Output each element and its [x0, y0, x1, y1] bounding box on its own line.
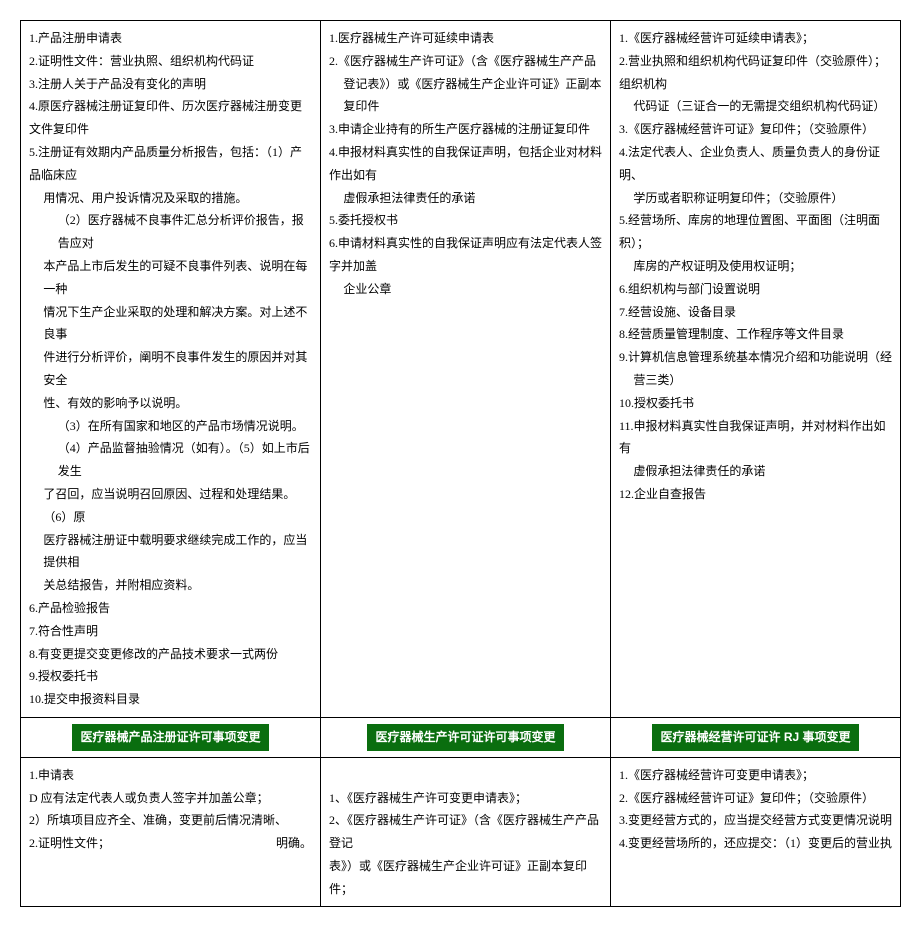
t1-l5d: 本产品上市后发生的可疑不良事件列表、说明在每一种 [29, 255, 312, 301]
t1-l5j: 了召回，应当说明召回原因、过程和处理结果。（6）原 [29, 483, 312, 529]
t3-l8: 8.经营质量管理制度、工作程序等文件目录 [619, 323, 892, 346]
t1-l3: 3.注册人关于产品没有变化的声明 [29, 73, 312, 96]
t1-l5l: 关总结报告，并附相应资料。 [29, 574, 312, 597]
cell-bot-3: 1.《医疗器械经营许可变更申请表》； 2.《医疗器械经营许可证》复印件；（交验原… [611, 757, 901, 907]
b3-l4: 4.变更经营场所的，还应提交：（1）变更后的营业执 [619, 832, 892, 855]
header-cell-1: 医疗器械产品注册证许可事项变更 [21, 717, 321, 757]
t3-l2: 2.营业执照和组织机构代码证复印件（交验原件）；组织机构 [619, 50, 892, 96]
t2-l3: 3.申请企业持有的所生产医疗器械的注册证复印件 [329, 118, 602, 141]
t1-l5h: （3）在所有国家和地区的产品市场情况说明。 [29, 415, 312, 438]
b2-l1: 1、《医疗器械生产许可变更申请表》； [329, 787, 602, 810]
t1-l5b: 用情况、用户投诉情况及采取的措施。 [29, 187, 312, 210]
b2-l3: 表》）或《医疗器械生产企业许可证》正副本复印件； [329, 855, 602, 901]
t2-l4b: 虚假承担法律责任的承诺 [329, 187, 602, 210]
cell-bot-1: 1.申请表 D 应有法定代表人或负责人签字并加盖公章； 2）所填项目应齐全、准确… [21, 757, 321, 907]
t2-l6: 6.申请材料真实性的自我保证声明应有法定代表人签字并加盖 [329, 232, 602, 278]
t1-l5i: （4）产品监督抽验情况（如有）。（5）如上市后发生 [29, 437, 312, 483]
t3-l3: 3.《医疗器械经营许可证》复印件；（交验原件） [619, 118, 892, 141]
t3-l2b: 代码证（三证合一的无需提交组织机构代码证） [619, 95, 892, 118]
content-row-bottom: 1.申请表 D 应有法定代表人或负责人签字并加盖公章； 2）所填项目应齐全、准确… [21, 757, 901, 907]
b1-l4: 2.证明性文件； 明确。 [29, 832, 312, 855]
t1-l10: 10.提交申报资料目录 [29, 688, 312, 711]
t3-l10: 10.授权委托书 [619, 392, 892, 415]
t3-l5: 5.经营场所、库房的地理位置图、平面图（注明面积）； [619, 209, 892, 255]
header-cell-2: 医疗器械生产许可证许可事项变更 [321, 717, 611, 757]
t1-l4: 4.原医疗器械注册证复印件、历次医疗器械注册变更文件复印件 [29, 95, 312, 141]
t3-l6: 6.组织机构与部门设置说明 [619, 278, 892, 301]
h3-rj: RJ [780, 730, 802, 744]
t2-l5: 5.委托授权书 [329, 209, 602, 232]
b1-l4-text: 2.证明性文件； [29, 836, 110, 850]
header-row: 医疗器械产品注册证许可事项变更 医疗器械生产许可证许可事项变更 医疗器械经营许可… [21, 717, 901, 757]
b1-l4r: 明确。 [276, 832, 312, 855]
t1-l8: 8.有变更提交变更修改的产品技术要求一式两份 [29, 643, 312, 666]
t1-l2: 2.证明性文件：营业执照、组织机构代码证 [29, 50, 312, 73]
cell-top-1: 1.产品注册申请表 2.证明性文件：营业执照、组织机构代码证 3.注册人关于产品… [21, 21, 321, 718]
t1-l5: 5.注册证有效期内产品质量分析报告，包括：（1）产品临床应 [29, 141, 312, 187]
b1-l2: D 应有法定代表人或负责人签字并加盖公章； [29, 787, 312, 810]
t2-l6b: 企业公章 [329, 278, 602, 301]
t1-l5g: 性、有效的影响予以说明。 [29, 392, 312, 415]
h3-pre: 医疗器械经营许可证许 [660, 730, 780, 744]
b3-l1: 1.《医疗器械经营许可变更申请表》； [619, 764, 892, 787]
t3-l1: 1.《医疗器械经营许可延续申请表》； [619, 27, 892, 50]
header-badge-3: 医疗器械经营许可证许 RJ 事项变更 [652, 724, 858, 751]
b2-l2: 2、《医疗器械生产许可证》（含《医疗器械生产产品登记 [329, 809, 602, 855]
header-cell-3: 医疗器械经营许可证许 RJ 事项变更 [611, 717, 901, 757]
header-badge-1: 医疗器械产品注册证许可事项变更 [72, 724, 268, 751]
t3-l9: 9.计算机信息管理系统基本情况介绍和功能说明（经 [619, 346, 892, 369]
t2-l2b: 登记表》）或《医疗器械生产企业许可证》正副本复印件 [329, 73, 602, 119]
h3-post: 事项变更 [803, 730, 851, 744]
t1-l5k: 医疗器械注册证中载明要求继续完成工作的，应当提供相 [29, 529, 312, 575]
b1-l3: 2）所填项目应齐全、准确，变更前后情况清晰、 [29, 809, 312, 832]
t3-l11b: 虚假承担法律责任的承诺 [619, 460, 892, 483]
content-row-top: 1.产品注册申请表 2.证明性文件：营业执照、组织机构代码证 3.注册人关于产品… [21, 21, 901, 718]
t3-l12: 12.企业自查报告 [619, 483, 892, 506]
t3-l7: 7.经营设施、设备目录 [619, 301, 892, 324]
t2-l4: 4.申报材料真实性的自我保证声明，包括企业对材料作出如有 [329, 141, 602, 187]
t3-l5b: 库房的产权证明及使用权证明； [619, 255, 892, 278]
t3-l11: 11.申报材料真实性自我保证声明，并对材料作出如有 [619, 415, 892, 461]
t2-l2: 2.《医疗器械生产许可证》（含《医疗器械生产产品 [329, 50, 602, 73]
cell-top-2: 1.医疗器械生产许可延续申请表 2.《医疗器械生产许可证》（含《医疗器械生产产品… [321, 21, 611, 718]
t1-l5e: 情况下生产企业采取的处理和解决方案。对上述不良事 [29, 301, 312, 347]
header-badge-2: 医疗器械生产许可证许可事项变更 [367, 724, 563, 751]
cell-bot-2: 1、《医疗器械生产许可变更申请表》； 2、《医疗器械生产许可证》（含《医疗器械生… [321, 757, 611, 907]
t1-l1: 1.产品注册申请表 [29, 27, 312, 50]
t3-l4: 4.法定代表人、企业负责人、质量负责人的身份证明、 [619, 141, 892, 187]
t2-l1: 1.医疗器械生产许可延续申请表 [329, 27, 602, 50]
b3-l2: 2.《医疗器械经营许可证》复印件；（交验原件） [619, 787, 892, 810]
t1-l6: 6.产品检验报告 [29, 597, 312, 620]
cell-top-3: 1.《医疗器械经营许可延续申请表》； 2.营业执照和组织机构代码证复印件（交验原… [611, 21, 901, 718]
t1-l7: 7.符合性声明 [29, 620, 312, 643]
doc-table: 1.产品注册申请表 2.证明性文件：营业执照、组织机构代码证 3.注册人关于产品… [20, 20, 901, 907]
t3-l9b: 营三类） [619, 369, 892, 392]
t1-l9: 9.授权委托书 [29, 665, 312, 688]
t1-l5c: （2）医疗器械不良事件汇总分析评价报告，报告应对 [29, 209, 312, 255]
b3-l3: 3.变更经营方式的，应当提交经营方式变更情况说明 [619, 809, 892, 832]
t1-l5f: 件进行分析评价，阐明不良事件发生的原因并对其安全 [29, 346, 312, 392]
b1-l1: 1.申请表 [29, 764, 312, 787]
t3-l4b: 学历或者职称证明复印件；（交验原件） [619, 187, 892, 210]
